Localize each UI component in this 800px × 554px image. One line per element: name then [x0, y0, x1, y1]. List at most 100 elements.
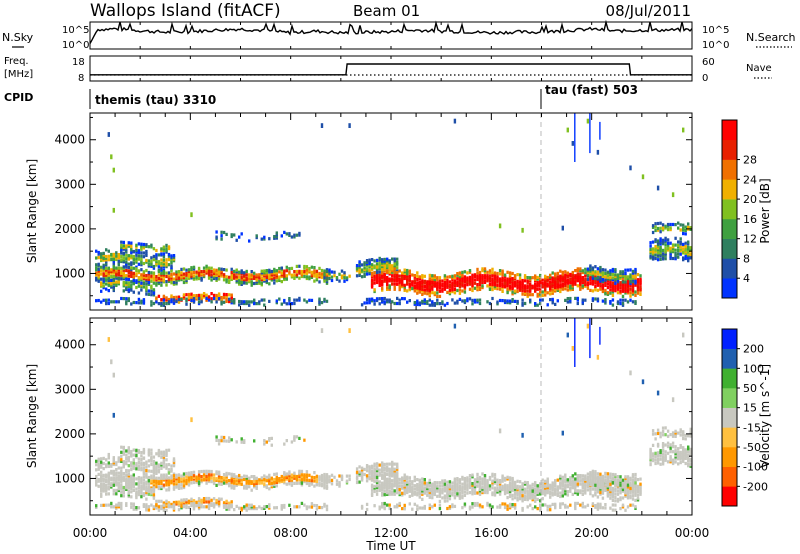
scatter-cell [313, 269, 316, 273]
scatter-cell [152, 455, 156, 459]
scatter-cell [483, 475, 487, 479]
scatter-cell [539, 294, 542, 298]
scatter-cell [503, 476, 507, 480]
scatter-cell [453, 284, 457, 288]
scatter-cell [443, 489, 447, 493]
scatter-cell [283, 481, 286, 485]
scatter-cell [466, 479, 469, 483]
scatter-cell [591, 484, 595, 488]
scatter-cell [348, 274, 351, 278]
scatter-cell [180, 498, 183, 502]
scatter-cell [125, 286, 128, 290]
scatter-cell [107, 482, 110, 486]
scatter-cell [152, 281, 156, 285]
scatter-cell [606, 487, 610, 491]
scatter-cell [135, 453, 138, 457]
scatter-cell [443, 499, 447, 503]
scatter-cell [110, 469, 113, 473]
colorbar-tick-label: 24 [743, 173, 757, 186]
scatter-cell [463, 287, 467, 291]
scatter-cell [197, 296, 201, 301]
scatter-cell [546, 486, 549, 490]
scatter-cell [217, 297, 221, 301]
scatter-cell [549, 487, 552, 491]
scatter-cell [621, 284, 625, 288]
scatter-cell [471, 273, 474, 277]
scatter-cell [393, 259, 396, 263]
scatter-cell [606, 475, 610, 479]
scatter-cell [180, 504, 183, 508]
scatter-cell [368, 261, 371, 266]
scatter-cell [130, 266, 133, 270]
scatter-cell [293, 481, 296, 485]
scatter-cell [110, 463, 113, 467]
scatter-cell [207, 273, 211, 277]
scatter-cell [581, 501, 584, 505]
scatter-cell [386, 482, 389, 486]
scatter-cell [273, 269, 276, 273]
scatter-cell [240, 300, 243, 304]
scatter-cell [130, 476, 133, 480]
scatter-cell [303, 473, 306, 477]
scatter-cell [559, 269, 562, 273]
scatter-cell [125, 260, 128, 264]
scatter-cell [636, 283, 640, 287]
scatter-cell [556, 493, 559, 497]
scatter-cell [624, 288, 627, 292]
scatter-cell [127, 298, 130, 303]
scatter-cell [579, 272, 582, 276]
scatter-cell [386, 486, 389, 490]
scatter-cell [260, 506, 263, 511]
scatter-cell [391, 270, 394, 274]
scatter-cell [609, 506, 612, 510]
scatter-cell [416, 278, 419, 282]
scatter-cell [202, 292, 206, 296]
scatter-cell [564, 278, 567, 282]
scatter-cell [130, 263, 133, 267]
scatter-cell [549, 285, 552, 289]
scatter-cell [202, 473, 206, 477]
scatter-cell [360, 473, 364, 477]
scatter-cell [205, 264, 208, 268]
scatter-cell [508, 483, 512, 487]
scatter-cell [388, 485, 391, 490]
scatter-cell [619, 298, 622, 302]
scatter-cell [120, 248, 123, 252]
scatter-cell [544, 288, 547, 292]
scatter-cell [157, 499, 161, 503]
scatter-cell [594, 493, 597, 497]
scatter-cell [594, 270, 597, 274]
scatter-cell [142, 298, 146, 302]
freq-left-tick-8: 8 [78, 73, 84, 84]
scatter-cell [325, 485, 329, 489]
scatter-cell [453, 487, 457, 491]
scatter-cell [579, 274, 582, 278]
scatter-cell [212, 505, 216, 509]
scatter-cell [120, 459, 123, 463]
scatter-cell [195, 504, 198, 508]
scatter-cell [483, 274, 487, 278]
scatter-cell [167, 254, 171, 258]
scatter-cell [165, 508, 168, 512]
scatter-cell [611, 278, 615, 282]
scatter-cell [431, 286, 434, 290]
scatter-cell [197, 273, 201, 277]
scatter-cell [147, 482, 151, 486]
scatter-cell [604, 278, 607, 282]
frequency-panel-frame [89, 55, 693, 82]
scatter-cell [391, 267, 394, 271]
scatter-cell [388, 469, 391, 473]
scatter-cell [423, 291, 426, 295]
scatter-cell [100, 265, 103, 269]
scatter-cell [97, 274, 100, 278]
scatter-cell [403, 271, 406, 275]
scatter-cell [551, 281, 554, 285]
scatter-cell [386, 298, 389, 302]
scatter-cell [596, 475, 600, 479]
scatter-cell [112, 259, 115, 263]
scatter-cell [584, 486, 587, 490]
scatter-cell [130, 241, 133, 245]
scatter-cell [265, 272, 268, 276]
scatter-cell [177, 486, 181, 490]
scatter-cell [398, 488, 401, 492]
